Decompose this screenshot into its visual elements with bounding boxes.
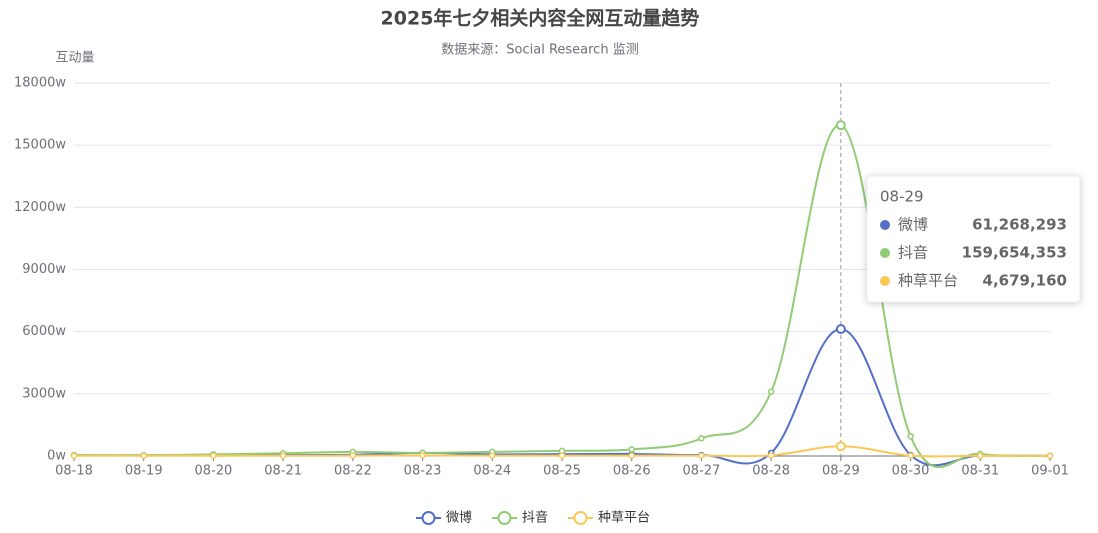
point	[279, 452, 287, 460]
y-axis-label: 互动量	[55, 51, 94, 66]
y-tick-label: 15000w	[14, 138, 66, 153]
point	[767, 388, 775, 396]
y-tick-label: 6000w	[22, 324, 66, 339]
tooltip-value: 61,268,293	[972, 216, 1067, 234]
x-tick-label: 08-30	[892, 464, 930, 479]
point	[835, 441, 846, 452]
tooltip-box	[866, 175, 1081, 303]
legend-item[interactable]: 抖音	[492, 510, 548, 526]
chart-title: 2025年七夕相关内容全网互动量趋势	[381, 7, 700, 30]
x-tick-label: 08-27	[683, 464, 721, 479]
point	[767, 452, 775, 459]
legend-label: 微博	[446, 511, 472, 526]
point	[698, 435, 705, 442]
point	[140, 452, 147, 460]
chart-subtitle: 数据来源：Social Research 监测	[441, 43, 638, 58]
legend-marker	[497, 511, 512, 525]
point	[907, 433, 914, 440]
x-tick-label: 08-28	[752, 464, 790, 479]
x-tick-label: 08-31	[961, 464, 999, 479]
x-tick-label: 09-01	[1031, 464, 1069, 479]
legend-marker	[573, 511, 588, 525]
tooltip-name: 种草平台	[898, 272, 958, 290]
x-tick-label: 08-25	[543, 464, 581, 479]
tooltip-name: 微博	[898, 216, 928, 234]
x-tick-label: 08-22	[334, 464, 372, 479]
tooltip-dot	[880, 248, 890, 258]
y-tick-label: 12000w	[14, 200, 66, 215]
point	[210, 452, 217, 460]
point	[628, 446, 635, 453]
point	[419, 452, 426, 459]
tooltip-value: 4,679,160	[983, 272, 1067, 290]
tooltip-name: 抖音	[898, 244, 928, 262]
point	[835, 120, 846, 131]
x-tick-label: 08-21	[264, 464, 302, 479]
tooltip-dot	[880, 220, 890, 230]
x-tick-label: 08-23	[404, 464, 442, 479]
legend-label: 种草平台	[598, 511, 650, 526]
tooltip-dot	[880, 276, 890, 286]
y-tick-label: 0w	[47, 449, 66, 464]
x-tick-label: 08-26	[613, 464, 651, 479]
point	[1046, 452, 1054, 460]
point	[489, 452, 496, 459]
x-tick-label: 08-20	[195, 464, 233, 479]
point	[558, 452, 566, 459]
x-tick-label: 08-29	[822, 464, 860, 479]
line	[73, 328, 1051, 467]
y-tick-label: 3000w	[22, 386, 66, 401]
x-tick-label: 08-19	[125, 464, 163, 479]
tooltip-value: 159,654,353	[962, 244, 1067, 262]
legend-label: 抖音	[522, 510, 548, 526]
x-tick-label: 08-24	[473, 464, 511, 479]
legend-marker	[421, 511, 436, 525]
point	[349, 452, 357, 459]
point	[835, 324, 846, 335]
legend-item[interactable]: 种草平台	[568, 511, 650, 526]
point	[977, 452, 984, 460]
point	[907, 452, 914, 459]
y-tick-label: 18000w	[14, 76, 66, 91]
y-tick-label: 9000w	[22, 262, 66, 277]
point	[70, 452, 78, 460]
x-tick-label: 08-18	[55, 464, 93, 479]
point	[628, 452, 635, 459]
point	[698, 452, 705, 459]
tooltip-title: 08-29	[880, 188, 924, 206]
legend-item[interactable]: 微博	[416, 511, 472, 526]
